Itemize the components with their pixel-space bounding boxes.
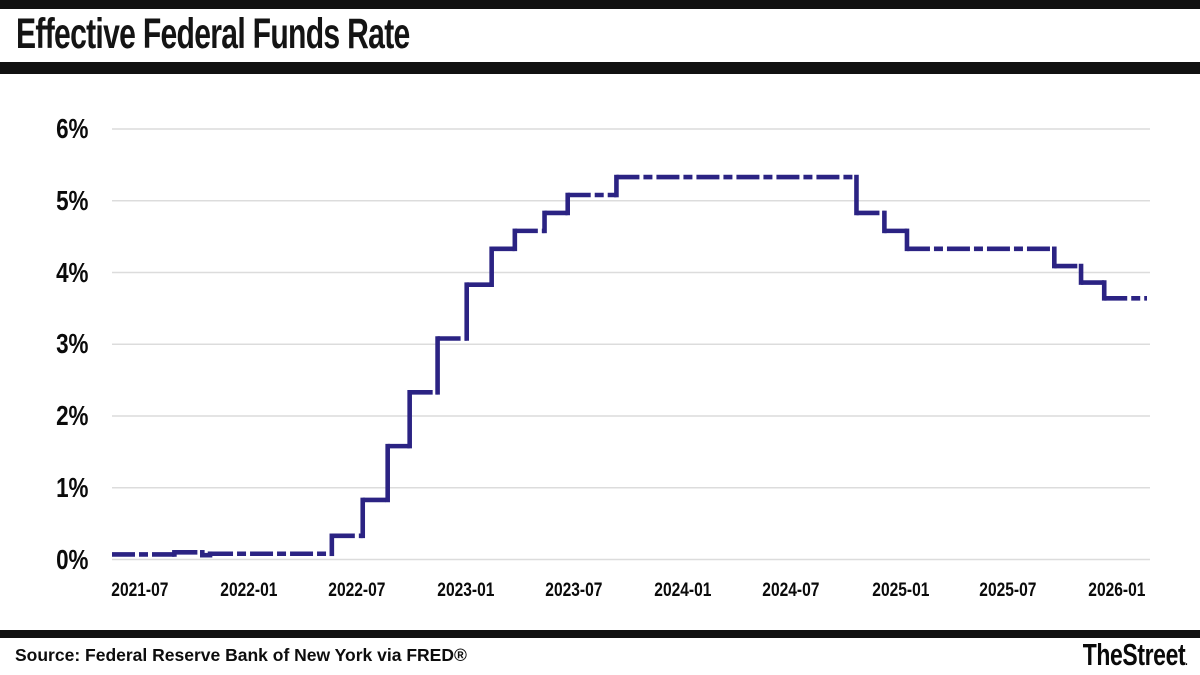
effr-chart: 0% 1% 2% 3% 4% 5% 6% 2021-07 2022-01 2022-07 2023-… <box>0 74 1200 630</box>
thestreet-logo: TheStreet. <box>1082 637 1187 673</box>
footer-divider-bar <box>0 630 1200 638</box>
page-title: Effective Federal Funds Rate <box>16 10 410 58</box>
thestreet-logo-dot: . <box>1184 654 1187 668</box>
top-border-bar <box>0 0 1200 9</box>
source-attribution: Source: Federal Reserve Bank of New York… <box>15 645 467 665</box>
thestreet-logo-text: TheStreet <box>1082 637 1185 672</box>
title-divider-bar <box>0 62 1200 74</box>
